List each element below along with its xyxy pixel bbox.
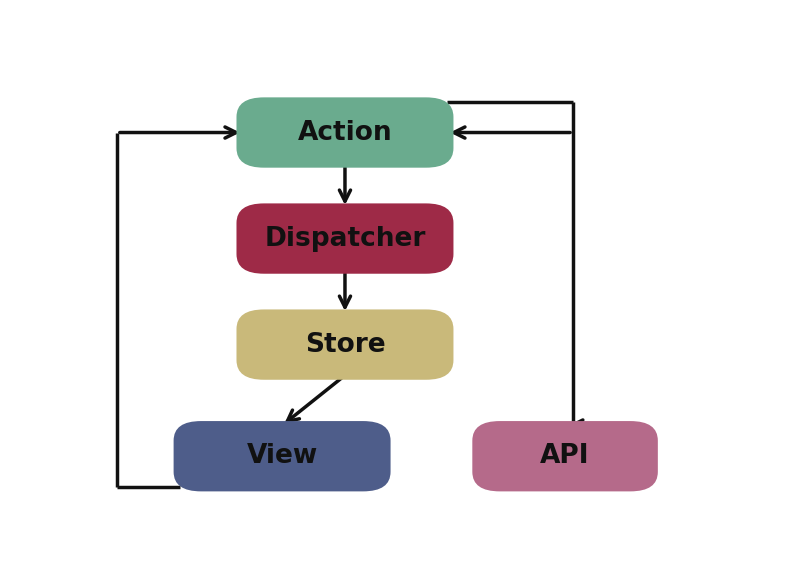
Text: View: View bbox=[246, 443, 318, 469]
Text: Action: Action bbox=[298, 120, 392, 145]
Text: API: API bbox=[540, 443, 590, 469]
FancyBboxPatch shape bbox=[237, 204, 454, 274]
Text: Store: Store bbox=[305, 332, 386, 358]
FancyBboxPatch shape bbox=[237, 309, 454, 380]
Text: Dispatcher: Dispatcher bbox=[264, 225, 426, 252]
FancyBboxPatch shape bbox=[237, 97, 454, 168]
FancyBboxPatch shape bbox=[174, 421, 390, 491]
FancyBboxPatch shape bbox=[472, 421, 658, 491]
